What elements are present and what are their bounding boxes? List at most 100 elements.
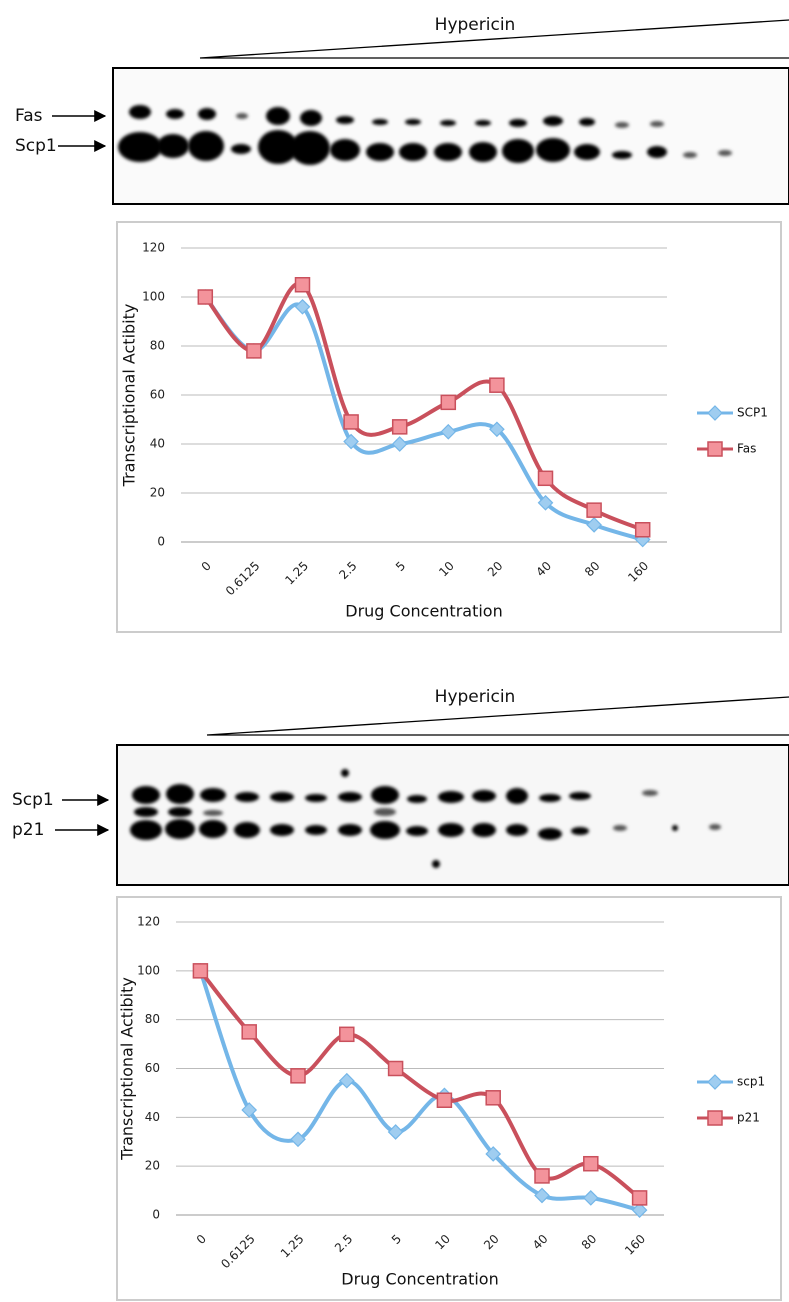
band-label: Scp1 [15, 136, 57, 156]
band [203, 810, 223, 816]
band-label: Scp1 [12, 790, 54, 810]
y-tick-label: 40 [150, 437, 165, 451]
band [305, 825, 327, 835]
band-label: Fas [15, 106, 43, 126]
band [290, 131, 330, 165]
y-tick-label: 0 [157, 535, 165, 549]
marker [587, 503, 601, 517]
legend-label: SCP1 [737, 406, 768, 420]
y-tick-label: 20 [145, 1159, 160, 1173]
y-tick-label: 20 [150, 486, 165, 500]
marker [490, 378, 504, 392]
band [165, 819, 195, 839]
band-label: p21 [12, 820, 44, 840]
band [613, 825, 627, 831]
band [300, 110, 322, 126]
band [236, 113, 248, 119]
y-tick-label: 60 [145, 1061, 160, 1075]
marker [389, 1062, 403, 1076]
marker [636, 523, 650, 537]
band [166, 109, 184, 119]
band [438, 791, 464, 803]
band [372, 119, 388, 125]
band [231, 144, 251, 154]
marker [340, 1027, 354, 1041]
band [330, 139, 360, 161]
marker [296, 278, 310, 292]
marker [198, 290, 212, 304]
legend-marker [708, 1111, 722, 1125]
band [338, 824, 362, 836]
band [234, 822, 260, 838]
band [266, 107, 290, 125]
band [438, 823, 464, 837]
figure: Hypericin Fas Scp1 [0, 0, 789, 1302]
y-tick-label: 0 [152, 1208, 160, 1222]
y-tick-label: 100 [137, 963, 160, 977]
y-axis-title: Transcriptional Actibity [120, 304, 139, 488]
band [188, 131, 224, 161]
y-tick-label: 80 [145, 1012, 160, 1026]
legend-marker [708, 442, 722, 456]
band [574, 144, 600, 160]
band [371, 786, 399, 804]
band [405, 119, 421, 125]
x-axis-title: Drug Concentration [341, 1270, 498, 1289]
marker [486, 1091, 500, 1105]
legend-label: scp1 [737, 1075, 765, 1089]
y-tick-label: 120 [137, 915, 160, 929]
band [168, 807, 192, 817]
band [132, 786, 160, 804]
band [539, 794, 561, 802]
marker [539, 471, 553, 485]
marker [193, 964, 207, 978]
speck [341, 769, 349, 777]
band [199, 820, 227, 838]
band [472, 823, 496, 837]
band [198, 108, 216, 120]
marker [633, 1191, 647, 1205]
band [709, 824, 721, 830]
band [615, 122, 629, 128]
y-tick-label: 100 [142, 290, 165, 304]
marker [441, 395, 455, 409]
y-axis-title: Transcriptional Actibity [118, 977, 137, 1161]
band [579, 118, 595, 126]
band [472, 790, 496, 802]
band [134, 807, 158, 817]
band [538, 828, 562, 840]
band [338, 792, 362, 802]
band [475, 120, 491, 126]
band [157, 134, 189, 158]
band [200, 788, 226, 802]
band [642, 790, 658, 796]
y-tick-label: 60 [150, 388, 165, 402]
marker [535, 1169, 549, 1183]
band [612, 151, 632, 159]
marker [437, 1093, 451, 1107]
marker [393, 420, 407, 434]
legend-label: Fas [737, 442, 756, 456]
marker [242, 1025, 256, 1039]
marker [291, 1069, 305, 1083]
band [407, 795, 427, 803]
band [166, 784, 194, 804]
band [130, 820, 162, 840]
band [366, 143, 394, 161]
band [571, 827, 589, 835]
y-tick-label: 80 [150, 339, 165, 353]
band [502, 139, 534, 163]
marker [584, 1157, 598, 1171]
band [406, 826, 428, 836]
band [374, 808, 396, 816]
band [434, 143, 462, 161]
band [469, 142, 497, 162]
band [305, 794, 327, 802]
treatment-label: Hypericin [435, 15, 516, 35]
band [118, 132, 162, 162]
y-tick-label: 40 [145, 1110, 160, 1124]
marker [247, 344, 261, 358]
band [270, 824, 294, 836]
treatment-label: Hypericin [435, 687, 516, 707]
band [718, 150, 732, 156]
